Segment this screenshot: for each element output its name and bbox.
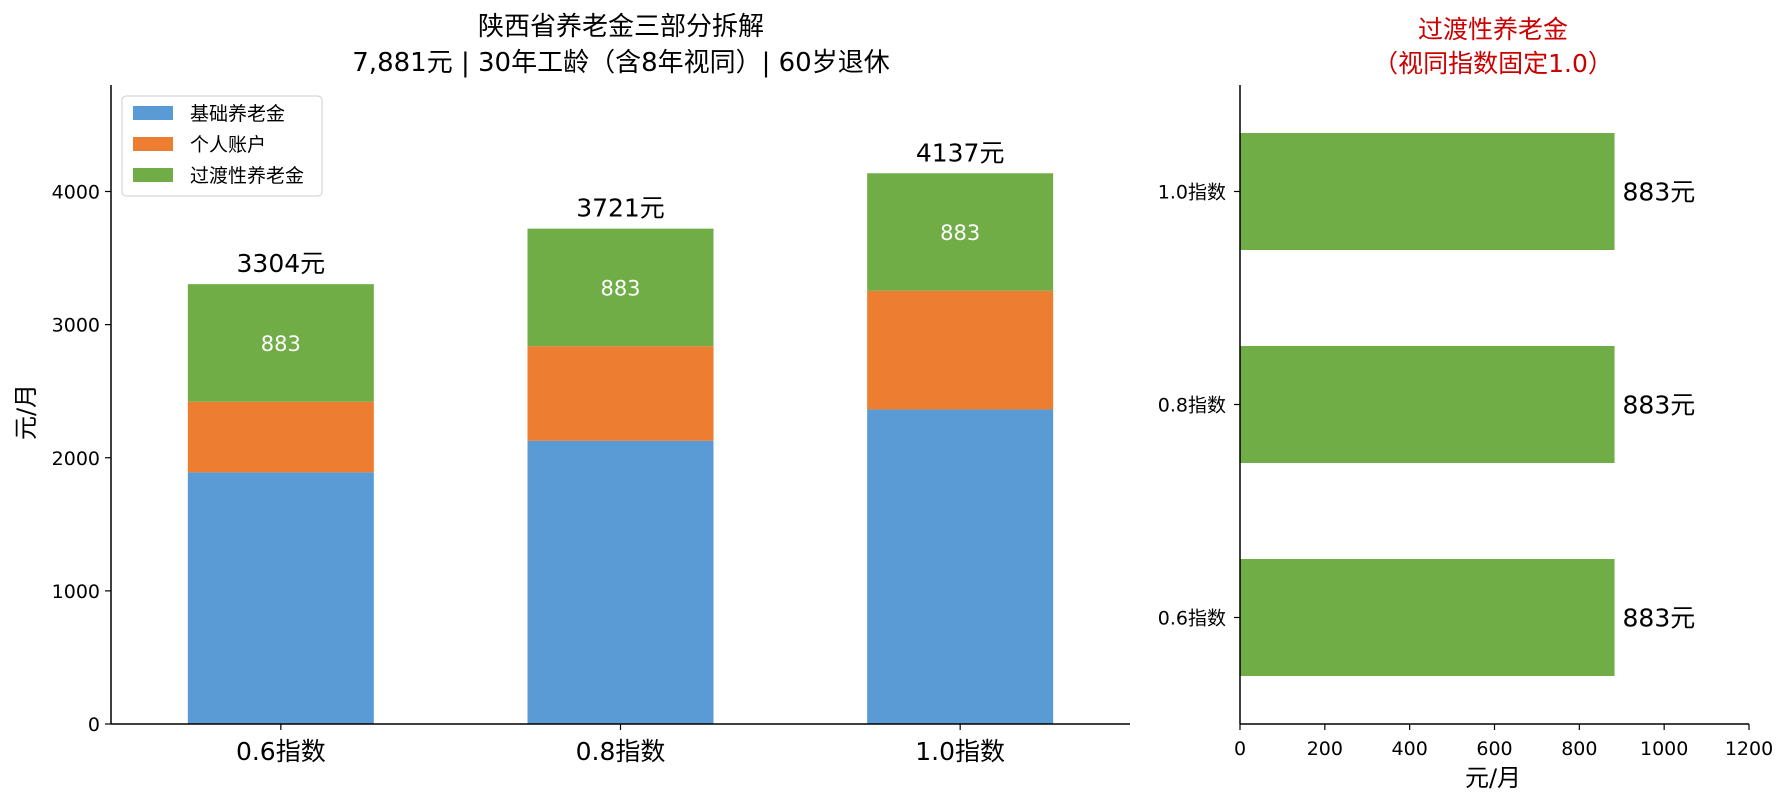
x-tick-label: 800 xyxy=(1561,738,1597,760)
chart-title: 陕西省养老金三部分拆解 xyxy=(478,12,764,42)
y-tick-label: 1.0指数 xyxy=(1158,182,1226,204)
bar-segment xyxy=(867,173,1054,291)
bar-segment xyxy=(527,440,714,724)
segment-label: 883 xyxy=(261,332,301,356)
x-tick-label: 0.6指数 xyxy=(236,737,326,766)
x-tick-label: 200 xyxy=(1307,738,1343,760)
legend-label: 基础养老金 xyxy=(190,103,285,125)
legend-label: 个人账户 xyxy=(190,134,266,156)
legend-swatch xyxy=(133,168,173,182)
bar xyxy=(1240,559,1615,676)
legend-label: 过渡性养老金 xyxy=(190,165,304,187)
x-tick-label: 0 xyxy=(1234,738,1246,760)
y-tick-label: 0.8指数 xyxy=(1158,395,1226,417)
bar xyxy=(1240,346,1615,463)
value-label: 883元 xyxy=(1623,604,1696,633)
legend-swatch xyxy=(133,106,173,120)
side-chart-subtitle: （视同指数固定1.0） xyxy=(1373,49,1613,78)
chart-subtitle: 7,881元 | 30年工龄（含8年视同）| 60岁退休 xyxy=(352,48,889,78)
stacked-bar-chart: 陕西省养老金三部分拆解 7,881元 | 30年工龄（含8年视同）| 60岁退休… xyxy=(12,12,1130,766)
value-label: 883元 xyxy=(1623,178,1696,207)
bar-segment xyxy=(187,472,374,724)
bar-segment xyxy=(867,409,1054,724)
y-axis-label: 元/月 xyxy=(12,384,40,440)
bar-group: 883 3304元 883 3721元 883 4137元 xyxy=(187,138,1054,724)
x-tick-label: 0.8指数 xyxy=(576,737,666,766)
axes: 0 1000 2000 3000 4000 0.6指数 0.8指数 1.0指数 xyxy=(52,85,1130,766)
axes: 0 200 400 600 800 1000 1200 0.6指数 0.8指数 1.0指数 xyxy=(1158,85,1773,760)
bar-segment xyxy=(527,346,714,441)
bar-segment xyxy=(187,401,374,473)
y-tick-label: 1000 xyxy=(52,581,100,603)
total-label: 3721元 xyxy=(576,194,665,223)
legend-swatch xyxy=(133,137,173,151)
y-tick-label: 0 xyxy=(88,714,100,736)
total-label: 4137元 xyxy=(916,138,1005,167)
y-tick-label: 0.6指数 xyxy=(1158,608,1226,630)
x-tick-label: 1000 xyxy=(1640,738,1688,760)
x-tick-label: 600 xyxy=(1476,738,1512,760)
x-tick-label: 1.0指数 xyxy=(915,737,1005,766)
y-tick-label: 3000 xyxy=(52,315,100,337)
bar-segment xyxy=(527,228,714,347)
total-label: 3304元 xyxy=(237,249,326,278)
side-chart-title: 过渡性养老金 xyxy=(1418,15,1568,44)
bar-group: 883元 883元 883元 xyxy=(1240,133,1695,676)
segment-label: 883 xyxy=(600,276,640,300)
y-tick-label: 2000 xyxy=(52,448,100,470)
x-tick-label: 1200 xyxy=(1725,738,1773,760)
segment-label: 883 xyxy=(940,221,980,245)
value-label: 883元 xyxy=(1623,391,1696,420)
horizontal-bar-chart: 过渡性养老金 （视同指数固定1.0） 元/月 883元 883元 883元 0 200… xyxy=(1158,15,1773,792)
bar-segment xyxy=(187,284,374,402)
bar xyxy=(1240,133,1615,250)
bar-segment xyxy=(867,290,1054,410)
x-axis-label: 元/月 xyxy=(1465,764,1521,792)
x-tick-label: 400 xyxy=(1392,738,1428,760)
y-tick-label: 4000 xyxy=(52,182,100,204)
